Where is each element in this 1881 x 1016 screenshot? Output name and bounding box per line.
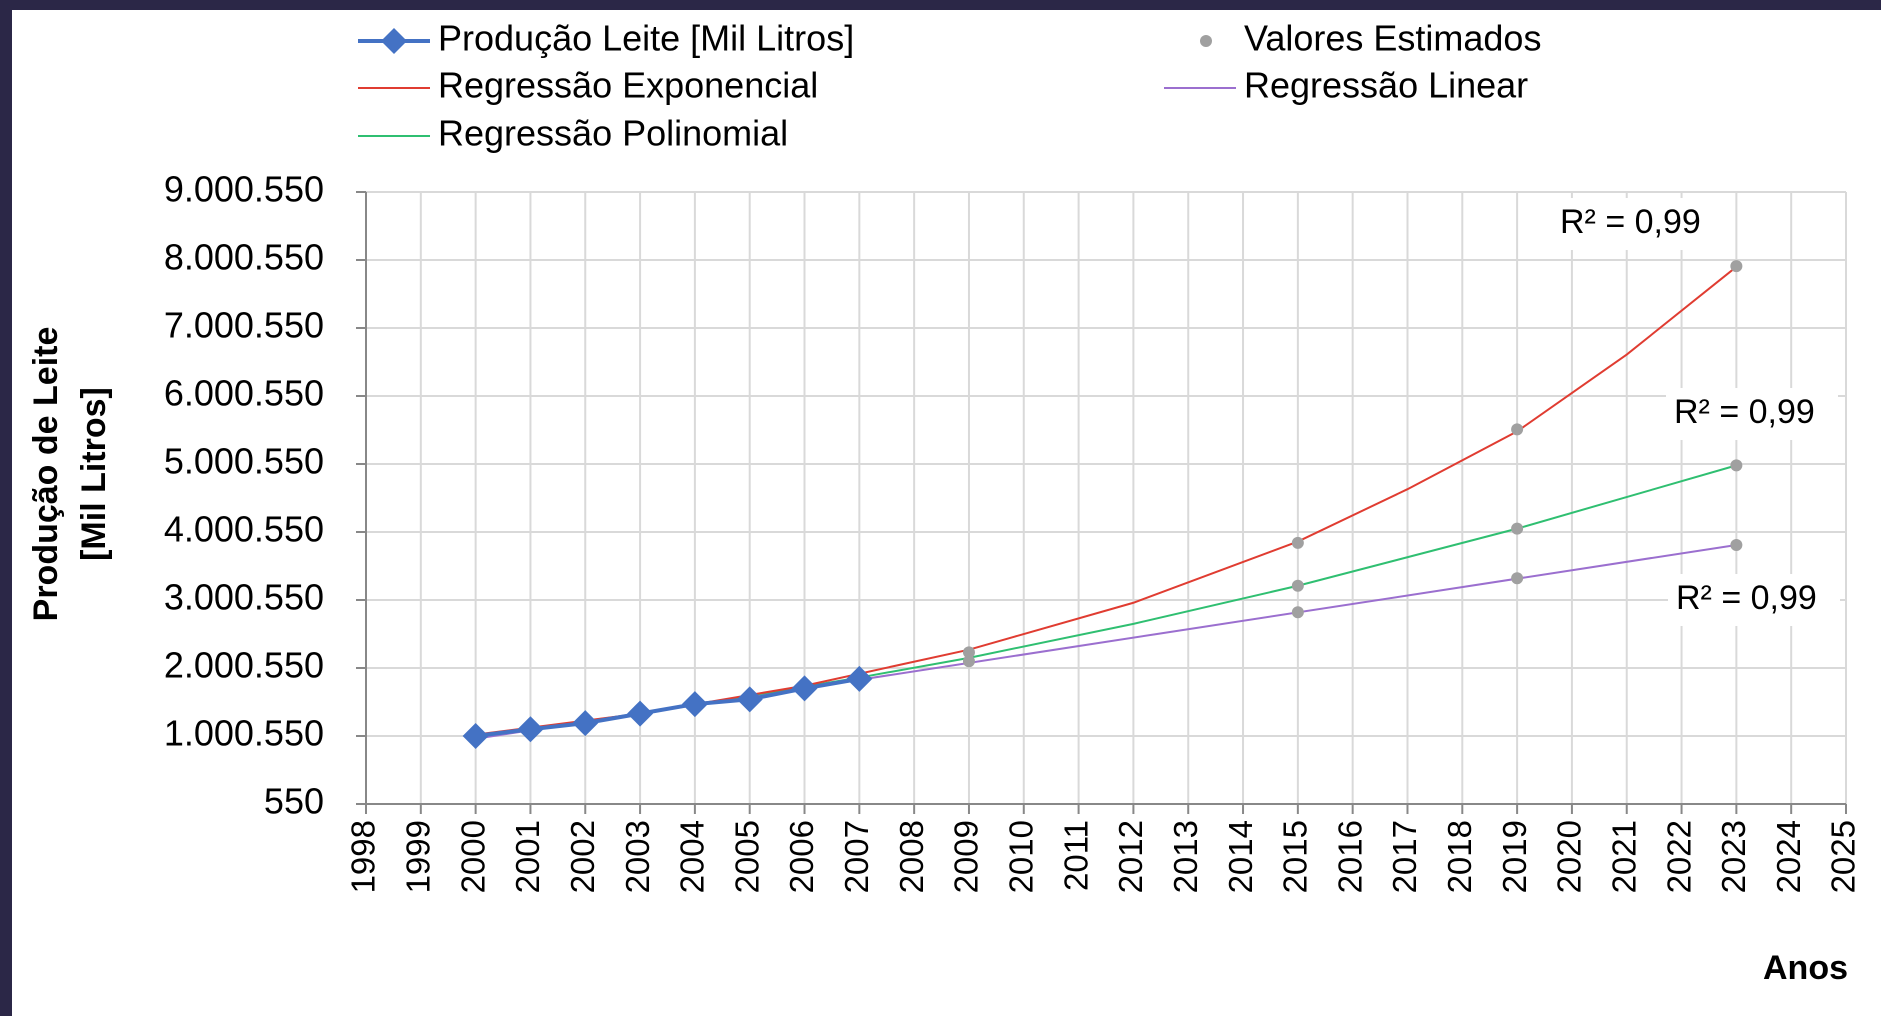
data-point [1730, 538, 1743, 551]
legend-marker [1200, 35, 1212, 47]
x-tick-label: 2019 [1496, 820, 1533, 893]
legend-marker [381, 28, 407, 54]
x-tick-label: 2000 [454, 820, 491, 893]
x-tick-label: 2022 [1660, 820, 1697, 893]
x-tick-label: 2023 [1715, 820, 1752, 893]
data-point [1291, 536, 1304, 549]
data-point [627, 700, 654, 727]
x-tick-label: 2007 [838, 820, 875, 893]
data-point [517, 716, 544, 743]
data-point [1291, 579, 1304, 592]
x-tick-label: 2017 [1386, 820, 1423, 893]
data-point [1511, 572, 1524, 585]
data-point [846, 665, 873, 692]
x-tick-label: 2011 [1057, 820, 1094, 891]
x-tick-label: 2001 [509, 820, 546, 893]
y-tick-label: 550 [264, 781, 324, 822]
x-tick-label: 2002 [564, 820, 601, 893]
x-tick-label: 2021 [1605, 820, 1642, 893]
legend-label: Valores Estimados [1244, 18, 1541, 59]
x-tick-label: 2009 [948, 820, 985, 893]
y-tick-label: 2.000.550 [164, 645, 324, 686]
x-tick-label: 2010 [1002, 820, 1039, 893]
series-line [475, 266, 1737, 736]
annotation: R² = 0,99 [1676, 579, 1817, 617]
x-tick-label: 2005 [728, 820, 765, 893]
x-tick-label: 2006 [783, 820, 820, 893]
y-axis-label: Produção de Leite [27, 327, 65, 622]
y-tick-label: 6.000.550 [164, 373, 324, 414]
x-tick-label: 2016 [1331, 820, 1368, 893]
data-point [681, 691, 708, 718]
legend-label: Regressão Linear [1244, 65, 1528, 106]
data-point [1730, 260, 1743, 273]
y-tick-label: 7.000.550 [164, 305, 324, 346]
legend-label: Produção Leite [Mil Litros] [438, 18, 854, 59]
x-tick-label: 2003 [619, 820, 656, 893]
x-tick-label: 1999 [400, 820, 437, 893]
legend-label: Regressão Polinomial [438, 113, 788, 154]
data-point [462, 723, 489, 749]
y-tick-label: 5.000.550 [164, 441, 324, 482]
data-point [791, 675, 818, 702]
y-tick-label: 9.000.550 [164, 169, 324, 210]
x-tick-label: 2018 [1441, 820, 1478, 893]
y-tick-label: 8.000.550 [164, 237, 324, 278]
annotation-background [1552, 198, 1724, 250]
data-point [1511, 522, 1524, 535]
annotation-background [1666, 388, 1838, 440]
data-point [736, 686, 763, 713]
annotation-background [1668, 574, 1840, 626]
x-tick-label: 2008 [893, 820, 930, 893]
x-tick-label: 2013 [1167, 820, 1204, 893]
data-point [1511, 423, 1524, 436]
x-tick-label: 2012 [1112, 820, 1149, 893]
data-point [572, 710, 599, 737]
x-tick-label: 1998 [345, 820, 382, 893]
x-axis-label: Anos [1763, 949, 1848, 987]
y-tick-label: 3.000.550 [164, 577, 324, 618]
y-tick-label: 4.000.550 [164, 509, 324, 550]
annotation: R² = 0,99 [1674, 393, 1815, 431]
x-tick-label: 2020 [1551, 820, 1588, 893]
y-tick-label: 1.000.550 [164, 713, 324, 754]
x-tick-label: 2024 [1770, 820, 1807, 893]
y-axis-label: [Mil Litros] [75, 387, 113, 561]
data-point [962, 655, 975, 668]
x-tick-label: 2025 [1825, 820, 1862, 893]
data-point [1730, 459, 1743, 472]
data-point [962, 646, 975, 659]
x-tick-label: 2014 [1222, 820, 1259, 893]
legend-label: Regressão Exponencial [438, 65, 818, 106]
x-tick-label: 2004 [674, 820, 711, 893]
x-tick-label: 2015 [1277, 820, 1314, 893]
annotation: R² = 0,99 [1560, 203, 1701, 241]
data-point [1291, 606, 1304, 619]
